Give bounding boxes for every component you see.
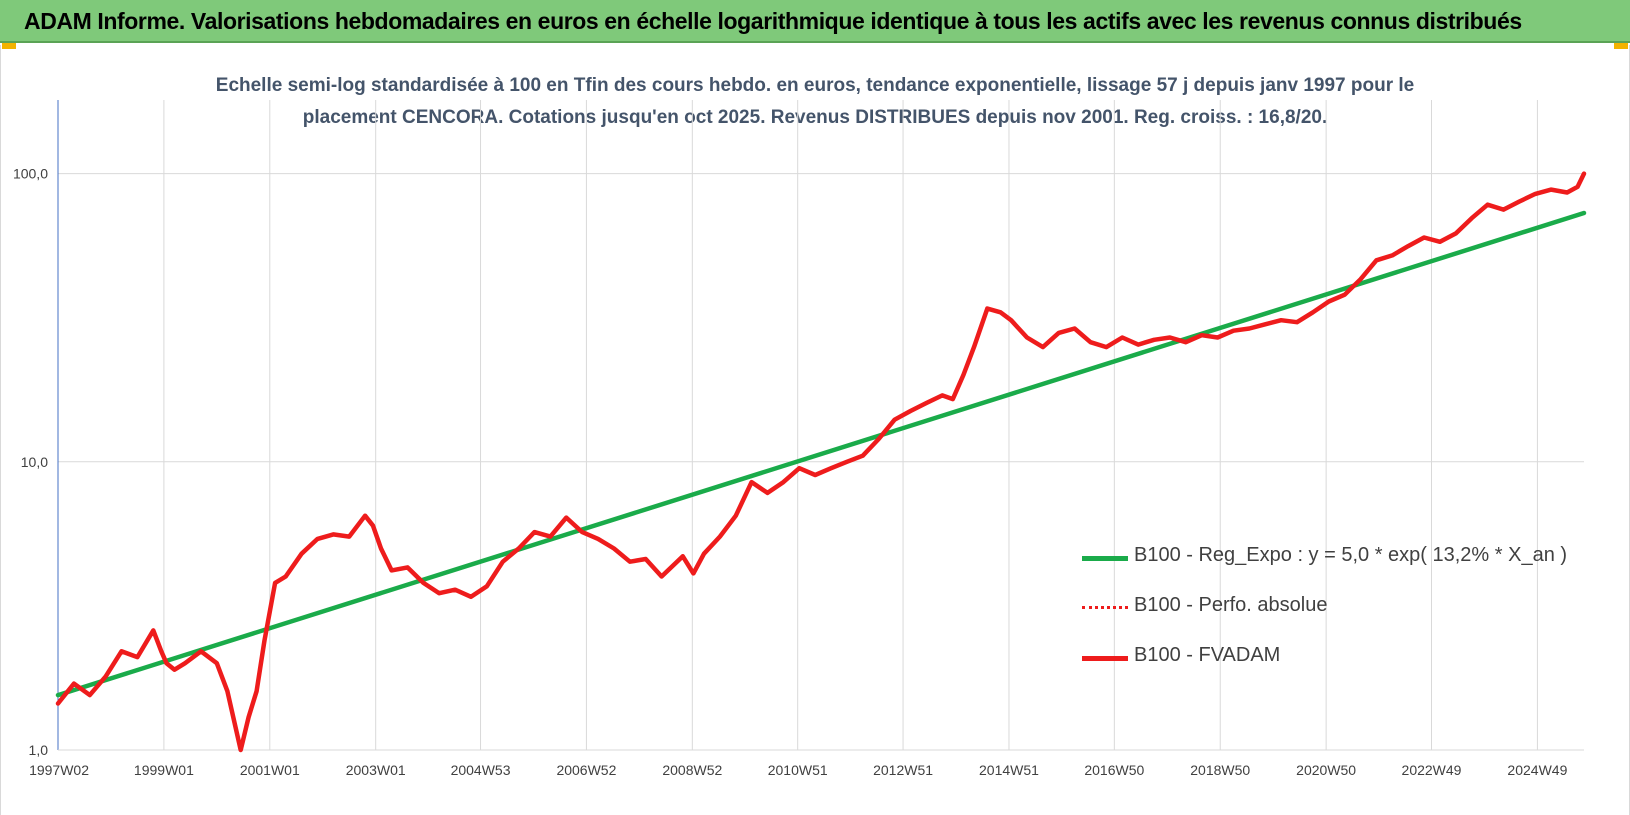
series-line-0 [55, 210, 1587, 698]
x-tick-label: 2012W51 [873, 762, 933, 778]
chart-subtitle: Echelle semi-log standardisée à 100 en T… [180, 70, 1450, 134]
legend-swatch-fvadam [1082, 656, 1128, 661]
x-tick-label: 2016W50 [1084, 762, 1144, 778]
series-line-2 [55, 171, 1587, 753]
x-tick-label: 2024W49 [1507, 762, 1567, 778]
chart-subtitle-line-1: Echelle semi-log standardisée à 100 en T… [215, 75, 1415, 96]
chart-subtitle-line-2: placement CENCORA. Cotations jusqu'en oc… [302, 107, 1328, 128]
x-tick-label: 2014W51 [979, 762, 1039, 778]
legend-swatch-regression [1082, 556, 1128, 561]
x-tick-label: 2022W49 [1402, 762, 1462, 778]
corner-marker-right [1614, 43, 1628, 49]
x-tick-label: 1999W01 [134, 762, 194, 778]
x-tick-label: 2010W51 [768, 762, 828, 778]
legend-label-perfo: B100 - Perfo. absolue [1134, 594, 1328, 616]
corner-marker-left [2, 43, 16, 49]
x-tick-label: 2006W52 [556, 762, 616, 778]
x-tick-label: 2001W01 [240, 762, 300, 778]
y-tick-label: 100,0 [13, 166, 48, 182]
x-tick-label: 1997W02 [29, 762, 89, 778]
x-tick-label: 2003W01 [346, 762, 406, 778]
y-tick-label: 1,0 [29, 742, 49, 758]
legend-label-fvadam: B100 - FVADAM [1134, 644, 1281, 666]
y-tick-label: 10,0 [21, 454, 48, 470]
x-tick-label: 2008W52 [662, 762, 722, 778]
x-tick-label: 2018W50 [1190, 762, 1250, 778]
legend-swatch-perfo [1082, 606, 1128, 609]
title-banner: ADAM Informe. Valorisations hebdomadaire… [0, 0, 1630, 43]
x-tick-label: 2020W50 [1296, 762, 1356, 778]
banner-title: ADAM Informe. Valorisations hebdomadaire… [24, 8, 1522, 34]
x-tick-label: 2004W53 [451, 762, 511, 778]
legend-label-regression: B100 - Reg_Expo : y = 5,0 * exp( 13,2% *… [1134, 544, 1568, 566]
